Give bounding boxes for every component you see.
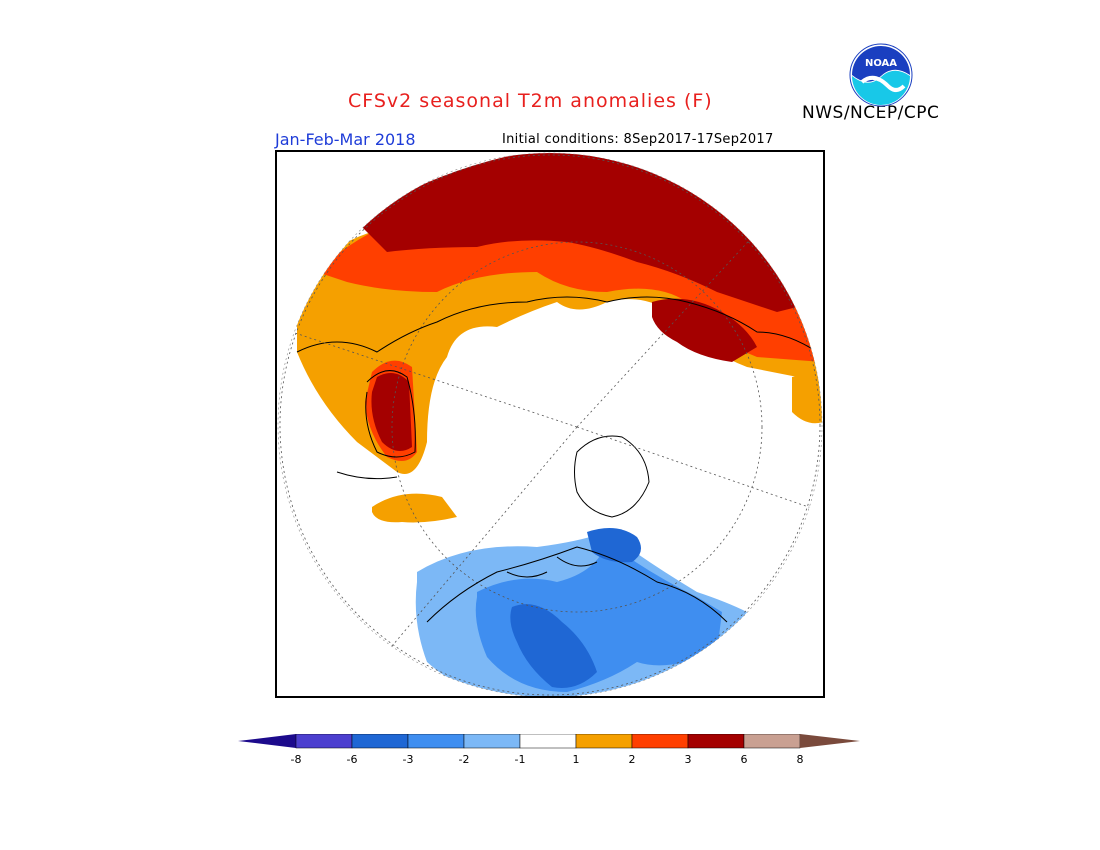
meridian-lines [278,231,822,653]
legend-swatch-9 [743,734,801,749]
coastline-greenland [574,435,650,518]
legend-swatch-5 [519,734,577,749]
season-label: Jan-Feb-Mar 2018 [275,130,416,149]
logo-text: NOAA [865,58,897,69]
legend-label: 8 [796,753,804,766]
legend-label: -1 [514,753,526,766]
legend-swatch-8 [687,734,745,749]
map-disk-outline [277,152,823,696]
legend-swatch-3 [407,734,465,749]
cool-anomaly-dark-region [510,604,597,688]
coastline-europe [336,370,416,480]
latitude-circle-inner [391,241,763,613]
warm-anomaly-orange-pacific [792,375,822,424]
agency-label: NWS/NCEP/CPC [802,103,940,123]
coastline-eurasia [296,296,818,353]
legend-label: 1 [572,753,580,766]
initial-conditions-label: Initial conditions: 8Sep2017-17Sep2017 [502,132,774,147]
legend-swatch-4 [463,734,521,749]
noaa-logo: NOAA [849,43,913,107]
legend-label: -3 [402,753,414,766]
legend-label: 2 [628,753,636,766]
legend-label: 6 [740,753,748,766]
legend-swatch-6 [575,734,633,749]
legend-label: 3 [684,753,692,766]
legend-swatch-2 [351,734,409,749]
neutral-arctic-region [482,337,672,527]
polar-map [277,152,823,696]
legend-label: -6 [346,753,358,766]
warm-anomaly-darkred-europe [371,373,412,451]
color-legend-bar [238,734,860,749]
map-title: CFSv2 seasonal T2m anomalies (F) [348,90,713,112]
legend-swatch-below-min [238,734,296,748]
legend-swatch-above-max [800,734,860,748]
warm-anomaly-orange-mediterranean [372,493,457,523]
legend-swatch-7 [631,734,689,749]
legend-swatch-1 [295,734,353,749]
warm-anomaly-darkred-russia [652,298,757,362]
legend-label: -2 [458,753,470,766]
coastline-north-america [426,546,728,623]
latitude-circle-outer [279,154,821,696]
map-frame [275,150,825,698]
legend-label: -8 [290,753,302,766]
